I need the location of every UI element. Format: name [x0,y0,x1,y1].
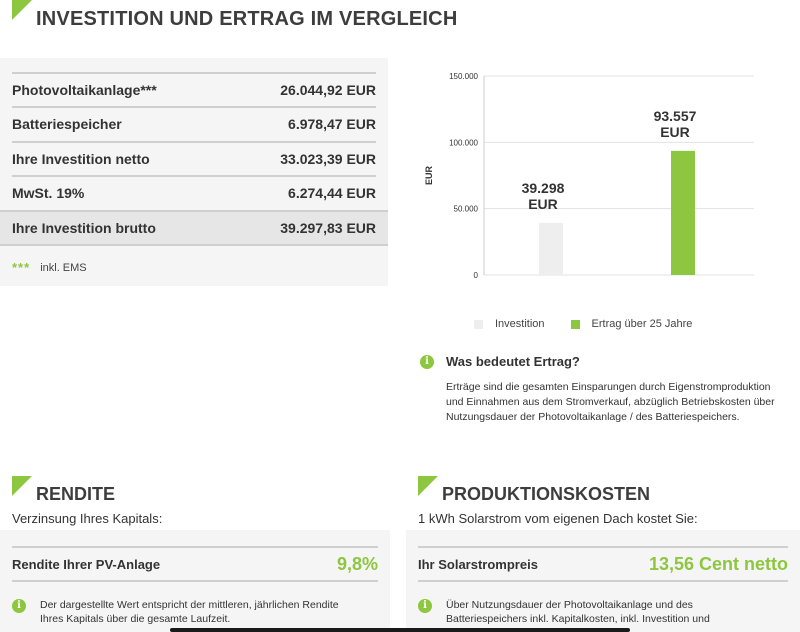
footnote-stars: *** [12,260,31,275]
cost-row-mwst: MwSt. 19% 6.274,44 EUR [12,175,376,209]
rendite-value: 9,8% [336,553,378,574]
comparison-chart: 0 50.000 100.000 150.000 EUR 39.298 EUR 93.557 E… [404,62,784,292]
accent-corner-icon [12,0,32,20]
cost-value: 33.023,39 EUR [280,151,376,167]
rendite-title: RENDITE [36,484,116,504]
y-tick-label: 100.000 [449,138,478,147]
cost-row-netto: Ihre Investition netto 33.023,39 EUR [12,141,376,175]
cost-value: 6.274,44 EUR [288,185,376,201]
horizontal-scrollbar[interactable] [170,628,630,632]
rendite-note: i Der dargestellte Wert entspricht der m… [12,598,352,626]
produktionskosten-note: i Über Nutzungsdauer der Photovoltaikanl… [418,598,758,626]
cost-label: Ihre Investition netto [12,151,150,167]
legend-item-ertrag: Ertrag über 25 Jahre [570,318,693,330]
solarstrompreis-value: 13,56 Cent netto [648,553,788,574]
cost-value: 39.297,83 EUR [280,220,376,236]
rendite-note-text: Der dargestellte Wert entspricht der mit… [40,599,339,625]
cost-value: 6.978,47 EUR [288,116,376,132]
cost-table: Photovoltaikanlage*** 26.044,92 EUR Batt… [0,58,388,286]
produktionskosten-panel: Ihr Solarstrompreis 13,56 Cent netto i Ü… [406,530,800,632]
legend-label: Investition [495,318,545,330]
ertrag-info-text: Erträge sind die gesamten Einsparungen d… [446,381,775,423]
y-tick-label: 0 [474,271,479,280]
cost-row-photovoltaik: Photovoltaikanlage*** 26.044,92 EUR [12,72,376,106]
y-tick-label: 50.000 [454,205,479,214]
rendite-row: Rendite Ihrer PV-Anlage 9,8% [12,546,378,582]
bar-ertrag [671,150,695,275]
footnote: *** inkl. EMS [12,260,87,275]
info-icon: i [12,599,26,613]
cost-label: Batteriespeicher [12,116,122,132]
accent-corner-icon [418,476,438,496]
ertrag-info-title: Was bedeutet Ertrag? [446,354,580,369]
cost-label: Photovoltaikanlage*** [12,82,157,98]
chart-svg: 050.000100.000150.000EUR39.298EUR93.557E… [424,72,754,280]
rendite-label: Rendite Ihrer PV-Anlage [12,556,161,572]
info-icon: i [420,354,434,369]
chart-legend: Investition Ertrag über 25 Jahre [474,318,718,330]
cost-row-brutto: Ihre Investition brutto 39.297,83 EUR [0,210,388,246]
solarstrompreis-label: Ihr Solarstrompreis [418,556,538,572]
bar-data-label: 39.298 [522,180,565,196]
solarstrompreis-row: Ihr Solarstrompreis 13,56 Cent netto [418,546,788,582]
legend-item-investition: Investition [474,318,545,330]
y-tick-label: 150.000 [449,72,478,81]
cost-label: Ihre Investition brutto [12,220,156,236]
legend-swatch-ertrag [570,319,580,329]
produktionskosten-subtitle: 1 kWh Solarstrom vom eigenen Dach kostet… [418,511,698,526]
cost-row-batterie: Batteriespeicher 6.978,47 EUR [12,106,376,140]
page-title: INVESTITION UND ERTRAG IM VERGLEICH [36,8,458,30]
produktionskosten-note-text: Über Nutzungsdauer der Photovoltaikanlag… [446,599,710,625]
produktionskosten-title: PRODUKTIONSKOSTEN [442,484,651,504]
footnote-text: inkl. EMS [40,261,87,274]
rendite-subtitle: Verzinsung Ihres Kapitals: [12,511,163,526]
cost-value: 26.044,92 EUR [280,82,376,98]
bar-data-label: EUR [528,196,558,212]
ertrag-info-heading: i Was bedeutet Ertrag? [420,354,580,369]
legend-swatch-investition [474,319,483,329]
bar-investition [539,222,563,275]
rendite-panel: Rendite Ihrer PV-Anlage 9,8% i Der darge… [0,530,390,632]
accent-corner-icon [12,476,32,496]
info-icon: i [418,599,432,613]
y-axis-label: EUR [424,166,434,186]
bar-data-label: EUR [660,124,690,140]
bar-data-label: 93.557 [654,108,697,124]
legend-label: Ertrag über 25 Jahre [591,318,693,330]
cost-label: MwSt. 19% [12,185,85,201]
